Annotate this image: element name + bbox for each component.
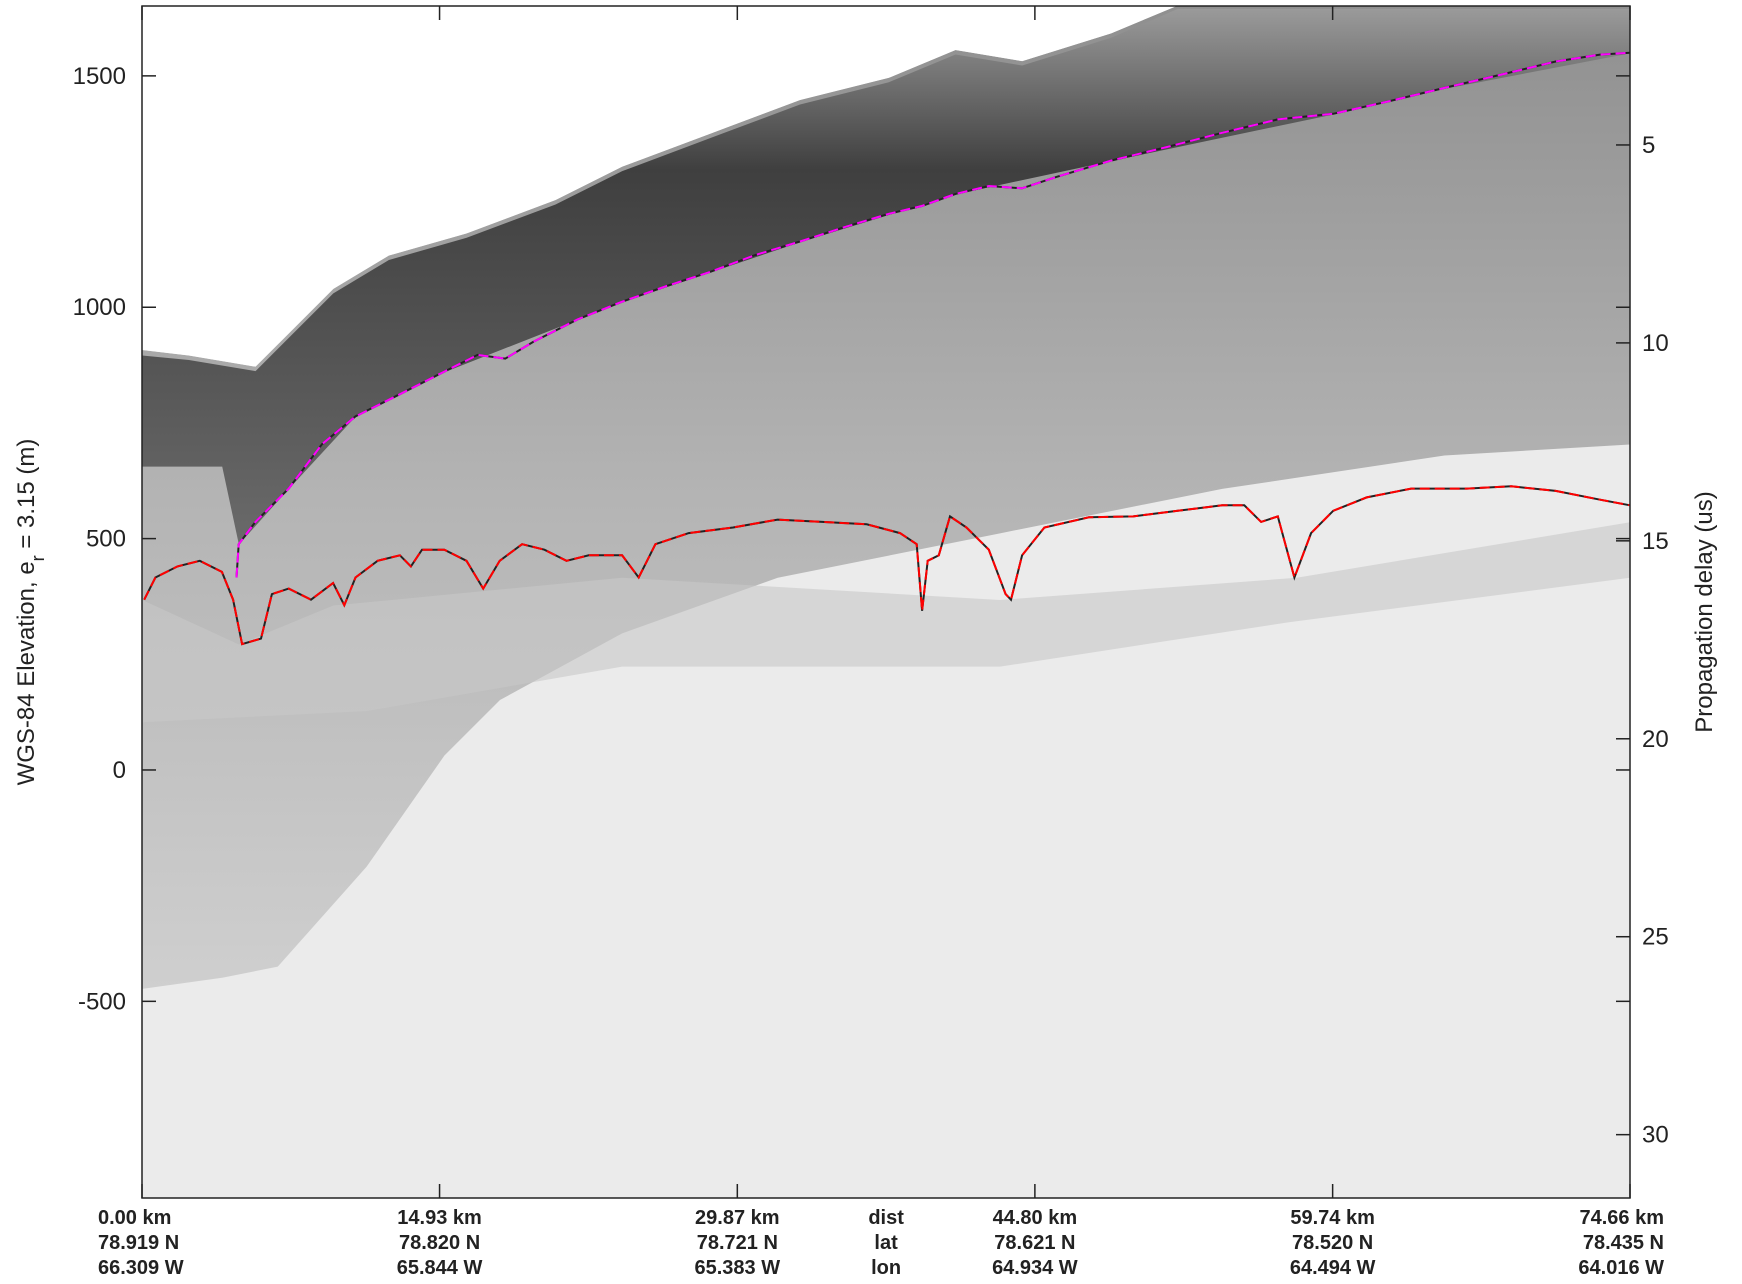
lon-label: 65.844 W: [397, 1257, 483, 1279]
x-tick-label: 44.80 km: [993, 1207, 1078, 1229]
x-tick-label: 14.93 km: [397, 1207, 482, 1229]
y-tick-label: 1500: [73, 63, 126, 90]
lon-label: 64.494 W: [1290, 1257, 1376, 1279]
y2-tick-label: 20: [1642, 726, 1669, 753]
y-tick-label: 1000: [73, 294, 126, 321]
y2-tick-label: 5: [1642, 132, 1655, 159]
traces: [143, 51, 1631, 646]
y2-axis-label: Propagation delay (us): [1691, 491, 1718, 732]
lon-label: 65.383 W: [695, 1257, 781, 1279]
sub-bed: [142, 522, 1630, 723]
y-tick-label: 500: [86, 526, 126, 553]
x-tick-label: 0.00 km: [98, 1207, 171, 1229]
lon-label: 66.309 W: [98, 1257, 184, 1279]
y2-tick-label: 15: [1642, 528, 1669, 555]
y-tick-label: -500: [78, 988, 126, 1015]
lon-label: 64.016 W: [1578, 1257, 1664, 1279]
x-tick-label: 74.66 km: [1579, 1207, 1664, 1229]
y-label-tail: = 3.15 (m): [13, 439, 40, 556]
y2-tick-label: 25: [1642, 924, 1669, 951]
y2-tick-label: 30: [1642, 1122, 1669, 1149]
row-label: lat: [874, 1232, 898, 1254]
trace: [143, 485, 1631, 646]
air: [142, 6, 1177, 367]
row-label: lon: [871, 1257, 901, 1279]
lat-label: 78.721 N: [697, 1232, 778, 1254]
lat-label: 78.820 N: [399, 1232, 480, 1254]
y-axis-label: WGS-84 Elevation, er = 3.15 (m): [13, 439, 48, 786]
y-label-sub: r: [28, 555, 48, 561]
echogram: [142, 6, 1630, 1198]
lat-label: 78.919 N: [98, 1232, 179, 1254]
lat-label: 78.621 N: [994, 1232, 1075, 1254]
y-label-main: WGS-84 Elevation, e: [13, 561, 40, 785]
plot-frame: [141, 5, 1631, 1199]
row-label: dist: [868, 1207, 904, 1229]
lat-label: 78.435 N: [1583, 1232, 1664, 1254]
trace: [235, 51, 1631, 578]
y-tick-label: 0: [113, 757, 126, 784]
x-tick-label: 59.74 km: [1290, 1207, 1375, 1229]
x-tick-label: 29.87 km: [695, 1207, 780, 1229]
lon-label: 64.934 W: [992, 1257, 1078, 1279]
y2-tick-label: 10: [1642, 330, 1669, 357]
lat-label: 78.520 N: [1292, 1232, 1373, 1254]
firn-band: [142, 8, 1630, 545]
